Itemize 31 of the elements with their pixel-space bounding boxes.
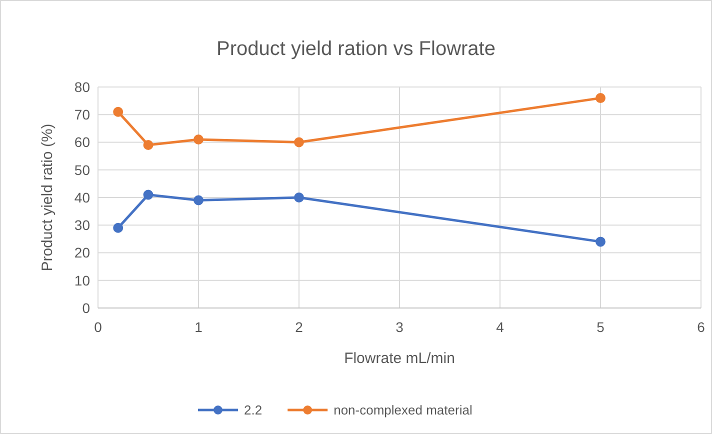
point bbox=[143, 190, 154, 200]
y-tick-label: 80 bbox=[74, 78, 90, 95]
legend-label: 2.2 bbox=[244, 402, 262, 418]
x-tick-label: 2 bbox=[295, 319, 304, 335]
x-axis-title: Flowrate mL/min bbox=[344, 350, 455, 367]
y-axis-title: Product yield ratio (%) bbox=[39, 124, 56, 272]
y-tick-label: 70 bbox=[74, 106, 90, 123]
point bbox=[596, 93, 606, 104]
y-tick-label: 40 bbox=[74, 189, 90, 206]
chart-title: Product yield ration vs Flowrate bbox=[216, 38, 496, 60]
x-tick-label: 3 bbox=[396, 319, 404, 335]
x-tick-label: 1 bbox=[194, 319, 203, 335]
x-tick-label: 4 bbox=[496, 319, 504, 335]
y-tick-label: 10 bbox=[74, 272, 90, 288]
x-tick-label: 5 bbox=[596, 319, 605, 335]
x-tick-label: 0 bbox=[94, 319, 102, 335]
point bbox=[294, 192, 304, 202]
point bbox=[194, 195, 204, 206]
y-tick-label: 30 bbox=[74, 217, 90, 234]
y-tick-label: 0 bbox=[82, 300, 90, 316]
legend-label: non-complexed material bbox=[334, 402, 472, 418]
point bbox=[294, 137, 304, 148]
point bbox=[596, 236, 606, 247]
point bbox=[113, 106, 124, 117]
x-tick-label: 6 bbox=[697, 319, 706, 335]
point bbox=[113, 222, 124, 233]
point bbox=[143, 140, 154, 150]
y-tick-label: 20 bbox=[74, 244, 90, 261]
point bbox=[194, 134, 204, 144]
y-tick-label: 50 bbox=[74, 162, 90, 178]
y-tick-label: 60 bbox=[74, 134, 90, 150]
